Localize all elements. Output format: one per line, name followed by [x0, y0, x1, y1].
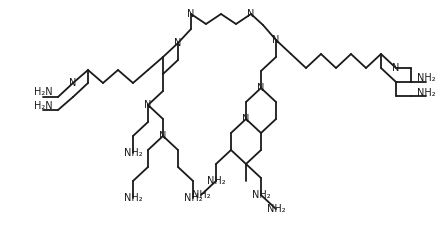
Text: NH₂: NH₂: [184, 193, 202, 203]
Text: NH₂: NH₂: [192, 190, 211, 200]
Text: N: N: [242, 114, 250, 124]
Text: N: N: [69, 78, 77, 88]
Text: N: N: [145, 100, 152, 110]
Text: NH₂: NH₂: [417, 73, 435, 83]
Text: NH₂: NH₂: [267, 204, 285, 214]
Text: H₂N: H₂N: [34, 101, 52, 111]
Text: N: N: [257, 83, 264, 93]
Text: N: N: [187, 9, 195, 19]
Text: NH₂: NH₂: [417, 88, 435, 98]
Text: N: N: [159, 131, 167, 141]
Text: NH₂: NH₂: [206, 176, 225, 186]
Text: NH₂: NH₂: [124, 148, 142, 158]
Text: N: N: [273, 35, 280, 45]
Text: N: N: [392, 63, 400, 73]
Text: NH₂: NH₂: [252, 190, 270, 200]
Text: H₂N: H₂N: [34, 87, 52, 97]
Text: NH₂: NH₂: [124, 193, 142, 203]
Text: N: N: [174, 38, 182, 48]
Text: N: N: [248, 9, 255, 19]
